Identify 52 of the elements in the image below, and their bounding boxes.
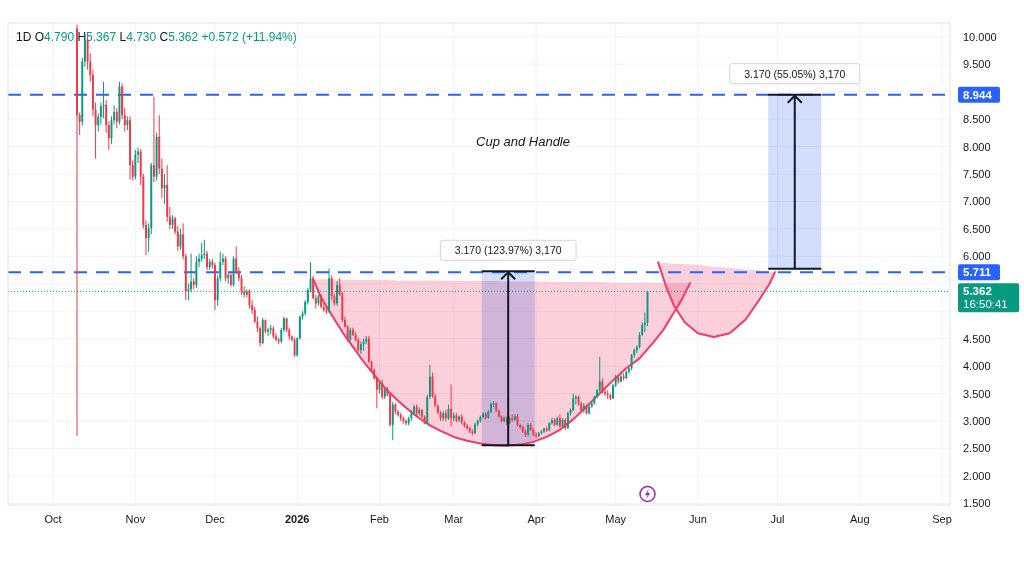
x-tick-label: Oct [44,513,62,525]
y-tick-label: 7.000 [963,195,991,208]
candlestick [293,337,296,358]
x-tick-label: Dec [205,513,226,525]
candlestick [163,173,166,205]
candlestick [405,418,407,426]
x-tick-label: Nov [125,513,146,525]
y-tick-label: 7.500 [963,167,991,180]
x-tick-label: Apr [527,513,545,525]
candlestick [152,96,155,183]
candlestick [466,423,469,431]
candlestick [267,327,269,337]
annotation: Cup and Handle [476,133,570,149]
x-tick-label: 2026 [284,513,310,525]
candlestick [224,255,227,282]
candlestick [129,115,132,180]
candlestick [76,24,78,437]
candlestick [474,422,476,435]
data-label: 3.170 (55.05%) 3,170 [744,67,846,80]
candlestick [134,149,137,180]
x-tick-label: Aug [849,513,870,525]
x-tick-label: Jun [689,513,707,525]
y-tick-label: 4.500 [963,332,991,345]
candlestick [352,327,354,337]
y-tick-label: 8.500 [963,113,991,126]
candlestick [359,340,362,355]
y-tick-label: 6.500 [963,222,991,235]
y-tick-label: 3.000 [963,415,991,428]
candlestick [643,311,646,333]
x-tick-label: Feb [370,513,389,525]
y-tick-label: 10.000 [963,30,997,43]
candlestick [482,411,484,420]
candlestick [200,242,203,263]
y-tick-label: 3.500 [963,387,991,400]
x-tick-label: Sep [932,513,952,525]
x-tick-label: May [605,513,627,525]
candlestick [214,262,216,311]
data-label: 3.170 (123.97%) 3,170 [454,244,562,257]
candlestick [413,404,415,417]
ref-line-label: 5.362 16:50:41 [963,285,1008,311]
y-tick-label: 2.500 [963,442,991,455]
candlestick [206,250,208,271]
ref-line-label: 5.711 [963,266,992,279]
ref-line-label: 8.944 [963,88,993,101]
y-tick-label: 2.000 [963,469,991,482]
y-tick-label: 6.000 [963,250,991,263]
y-tick-label: 1.500 [963,497,991,510]
y-tick-label: 8.000 [963,140,991,153]
x-tick-label: Mar [444,513,464,525]
y-tick-label: 4.000 [963,360,991,373]
x-tick-label: Jul [770,513,785,525]
y-tick-label: 9.500 [963,58,991,71]
